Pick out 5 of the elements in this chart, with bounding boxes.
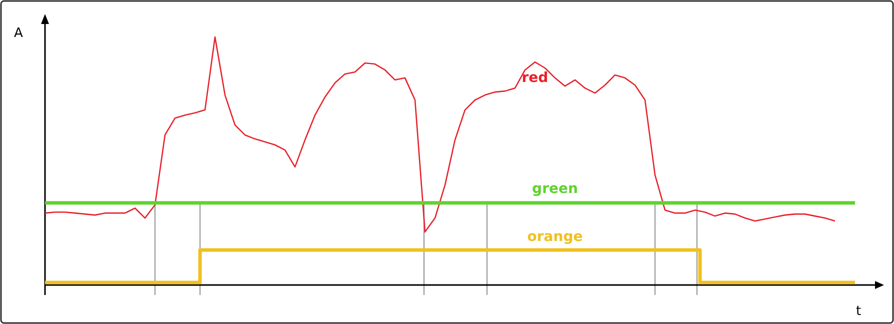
series-label: green xyxy=(532,180,578,197)
series-label: red xyxy=(522,70,548,86)
x-axis-title: t xyxy=(856,304,862,319)
series-label: orange xyxy=(527,229,583,246)
y-axis-title: A xyxy=(14,26,23,41)
